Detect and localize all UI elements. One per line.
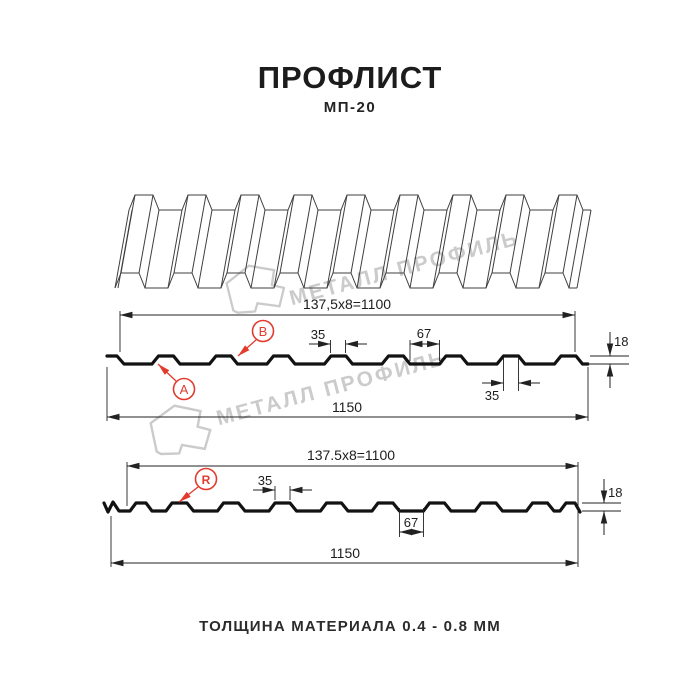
material-thickness-note: ТОЛЩИНА МАТЕРИАЛА 0.4 - 0.8 ММ [199, 618, 501, 635]
marker-letter-r: R [202, 473, 211, 487]
watermark-logo-icon [146, 398, 215, 463]
profile-section-r [102, 500, 582, 514]
marker-circle-b [251, 319, 275, 343]
dim-label-valley-width-1: 67 [417, 326, 431, 341]
dim-label-crest-width-2: 35 [258, 473, 272, 488]
dim-label-overall-width-1: 1150 [332, 399, 362, 415]
dim-label-overall-width-2: 1150 [330, 545, 360, 561]
dimension-lines [106, 311, 629, 567]
dim-label-working-width-1: 137,5x8=1100 [303, 296, 391, 312]
dim-label-working-width-2: 137.5x8=1100 [307, 447, 395, 463]
dim-label-valley-width-2: 67 [404, 515, 418, 530]
dim-label-height-1: 18 [614, 334, 628, 349]
profile-section-ab [105, 354, 590, 366]
marker-letter-a: A [180, 382, 189, 397]
marker-letter-b: B [259, 324, 268, 339]
product-model-subtitle: МП-20 [323, 99, 377, 116]
dim-label-crest-width-1: 35 [311, 327, 325, 342]
marker-circle-r [194, 467, 218, 491]
page-title: ПРОФЛИСТ [257, 60, 443, 95]
marker-circle-a [172, 377, 196, 401]
dim-label-base-width-1: 35 [485, 388, 499, 403]
dim-label-height-2: 18 [608, 485, 622, 500]
sheet-3d-view [114, 194, 592, 289]
